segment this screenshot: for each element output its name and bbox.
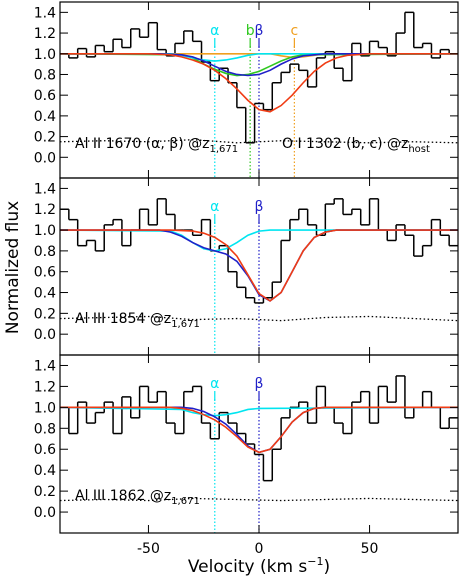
- y-tick-label: 0.4: [34, 109, 56, 125]
- marker-label: b: [246, 23, 255, 39]
- marker-label: α: [210, 23, 219, 39]
- x-label-text: Velocity (km s: [188, 557, 308, 577]
- model-curve: [60, 406, 458, 454]
- annotation-text: Al III 1854 @z: [75, 311, 171, 327]
- y-tick-label: 1.4: [34, 358, 56, 374]
- y-tick-label: 0.2: [34, 130, 56, 146]
- y-tick-label: 0.8: [34, 67, 56, 83]
- annotation: Al III 1862 @z1,671: [75, 488, 200, 507]
- x-tick-label: 50: [361, 541, 379, 557]
- y-axis-label: Normalized flux: [3, 201, 23, 334]
- annotation: O I 1302 (b, c) @zhost: [282, 136, 430, 155]
- marker-label: β: [255, 23, 264, 39]
- x-axis-label: Velocity (km s−1): [188, 555, 330, 577]
- annotation-sub: host: [408, 144, 430, 155]
- y-tick-label: 0.4: [34, 463, 56, 479]
- x-label-sup: −1: [307, 555, 323, 568]
- marker-label: α: [210, 376, 219, 392]
- annotation: Al II 1670 (α, β) @z1,671: [75, 136, 238, 155]
- model-curve: [60, 52, 458, 113]
- model-curve: [60, 229, 458, 252]
- marker-label: c: [291, 23, 299, 39]
- y-tick-label: 0.0: [34, 150, 56, 166]
- y-tick-label: 1.2: [34, 26, 56, 42]
- x-label-tail: ): [323, 557, 330, 577]
- marker-label: β: [255, 199, 264, 215]
- y-tick-label: 1.2: [34, 379, 56, 395]
- panel-frame: [59, 354, 459, 534]
- model-curve: [60, 52, 458, 77]
- y-tick-label: 1.4: [34, 5, 56, 21]
- model-curve: [60, 406, 458, 417]
- y-tick-label: 1.2: [34, 202, 56, 218]
- model-curve: [60, 229, 458, 302]
- annotation-sub: 1,671: [171, 319, 200, 330]
- plot-area: [60, 198, 458, 355]
- y-tick-label: 0.6: [34, 265, 56, 281]
- annotation-sub: 1,671: [171, 496, 200, 507]
- marker-label: α: [210, 199, 219, 215]
- y-tick-label: 0.0: [34, 505, 56, 521]
- x-tick-label: -50: [137, 541, 160, 557]
- y-tick-label: 0.2: [34, 306, 56, 322]
- y-tick-label: 1.0: [34, 223, 56, 239]
- y-tick-label: 0.6: [34, 442, 56, 458]
- y-tick-label: 1.0: [34, 400, 56, 416]
- y-tick-label: 0.8: [34, 421, 56, 437]
- y-tick-label: 0.8: [34, 244, 56, 260]
- y-tick-label: 1.0: [34, 47, 56, 63]
- marker-label: β: [255, 376, 264, 392]
- y-tick-label: 0.6: [34, 88, 56, 104]
- plot-area: [60, 11, 458, 178]
- annotation: Al III 1854 @z1,671: [75, 311, 200, 330]
- annotation-text: Al III 1862 @z: [75, 488, 171, 504]
- y-tick-label: 1.4: [34, 181, 56, 197]
- y-tick-label: 0.4: [34, 286, 56, 302]
- annotation-sub: 1,671: [210, 144, 239, 155]
- plot-area: [60, 375, 458, 533]
- y-tick-label: 0.2: [34, 484, 56, 500]
- x-tick-label: 0: [255, 541, 264, 557]
- annotation-text: O I 1302 (b, c) @z: [282, 136, 408, 152]
- error-line: [60, 315, 458, 322]
- y-tick-label: 0.0: [34, 327, 56, 343]
- annotation-text: Al II 1670 (α, β) @z: [75, 136, 210, 152]
